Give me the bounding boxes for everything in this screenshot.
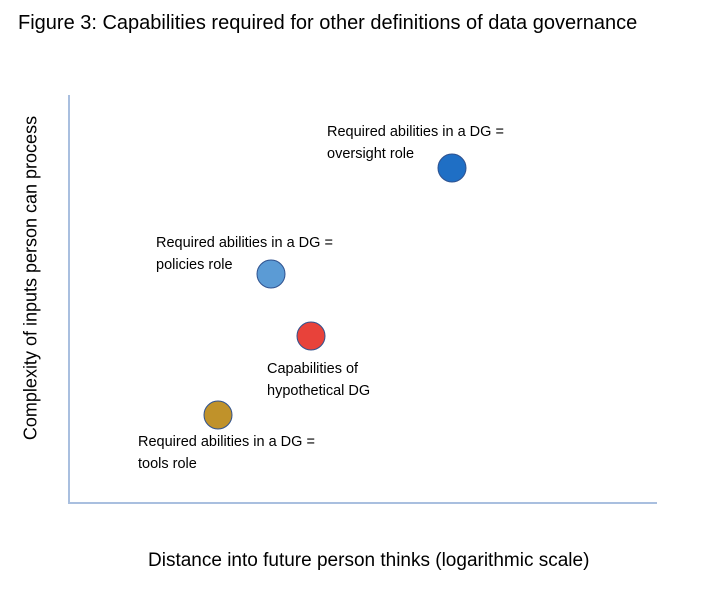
oversight-role-point	[437, 153, 467, 183]
oversight-label-line1: Required abilities in a DG =	[327, 124, 504, 140]
oversight-role-label: Required abilities in a DG = oversight r…	[327, 121, 504, 165]
tools-role-point	[203, 400, 233, 430]
hypothetical-label-line2: hypothetical DG	[267, 383, 371, 399]
hypothetical-dg-label: Capabilities of hypothetical DG	[267, 358, 370, 402]
figure-title: Figure 3: Capabilities required for othe…	[18, 12, 638, 34]
x-axis-line	[68, 502, 657, 504]
policies-label-line1: Required abilities in a DG =	[156, 235, 333, 251]
policies-role-point	[256, 259, 286, 289]
y-axis-label: Complexity of inputs person can process	[20, 115, 41, 441]
tools-label-line2: tools role	[138, 456, 197, 472]
hypothetical-label-line1: Capabilities of	[267, 361, 359, 377]
x-axis-label: Distance into future person thinks (loga…	[148, 550, 590, 571]
y-axis-line	[68, 95, 70, 503]
tools-role-label: Required abilities in a DG = tools role	[138, 431, 315, 475]
oversight-label-line2: oversight role	[327, 146, 415, 162]
policies-role-label: Required abilities in a DG = policies ro…	[156, 232, 333, 276]
policies-label-line2: policies role	[156, 257, 233, 273]
hypothetical-dg-point	[296, 321, 326, 351]
tools-label-line1: Required abilities in a DG =	[138, 434, 315, 450]
